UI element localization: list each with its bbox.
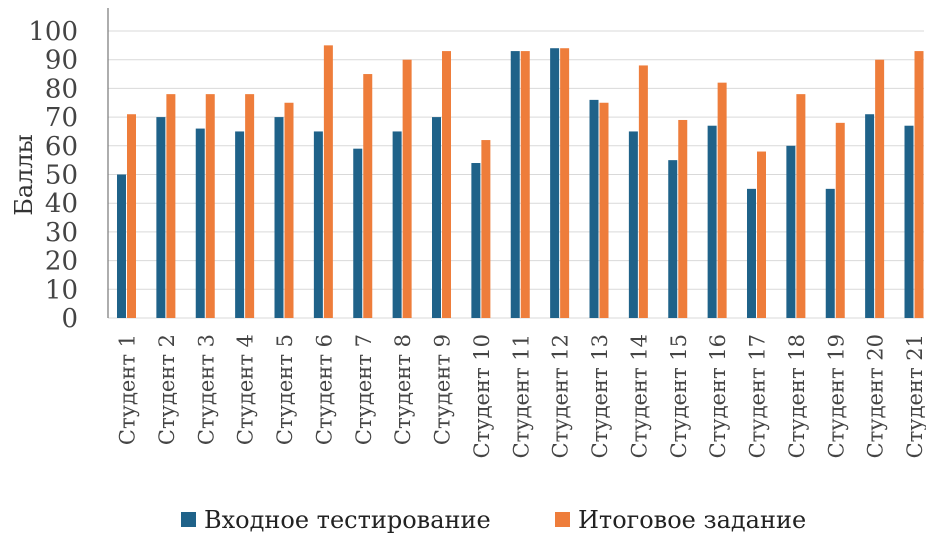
- x-tick-label: Студент 21: [903, 334, 926, 458]
- bar-input-test: [668, 160, 678, 318]
- bar-final-task: [914, 51, 924, 319]
- x-tick-label: Студент 5: [273, 334, 297, 445]
- x-axis-ticks: Студент 1 Студент 2 Студент 3 Студент 4 Студ…: [116, 334, 926, 458]
- bar-input-test: [747, 188, 756, 318]
- y-tick-label: 80: [45, 74, 78, 104]
- x-tick-label: Студент 12: [549, 334, 573, 458]
- bar-final-task: [757, 151, 766, 318]
- bar-final-task: [599, 102, 609, 318]
- bar-final-task: [245, 94, 255, 318]
- legend-swatch-final-task: [555, 512, 570, 527]
- bar-final-task: [875, 59, 885, 318]
- bar-final-task: [442, 51, 451, 319]
- bar-final-task: [717, 82, 727, 318]
- bar-input-test: [471, 163, 481, 318]
- bar-final-task: [796, 94, 806, 318]
- x-tick-label: Студент 16: [706, 334, 730, 458]
- y-tick-label: 40: [45, 189, 78, 219]
- x-tick-label: Студент 3: [194, 334, 218, 445]
- x-tick-label: Студент 4: [234, 334, 258, 445]
- x-tick-label: Студент 13: [588, 334, 612, 458]
- bar-final-task: [363, 74, 373, 318]
- x-tick-label: Студент 14: [627, 334, 651, 458]
- x-tick-label: Студент 7: [352, 334, 376, 445]
- bar-input-test: [589, 99, 599, 318]
- bar-final-task: [127, 114, 136, 318]
- y-tick-label: 100: [28, 17, 78, 47]
- x-tick-label: Студент 15: [667, 334, 691, 458]
- x-tick-label: Студент 6: [312, 334, 336, 445]
- y-tick-label: 20: [45, 247, 78, 277]
- bar-input-test: [628, 131, 638, 318]
- bar-final-task: [638, 65, 648, 318]
- bar-input-test: [825, 188, 835, 318]
- bar-input-test: [313, 131, 323, 318]
- bar-final-task: [560, 48, 570, 318]
- bar-input-test: [432, 117, 441, 318]
- x-tick-label: Студент 11: [509, 334, 533, 458]
- x-tick-label: Студент 1: [116, 334, 140, 445]
- bar-final-task: [481, 140, 491, 318]
- legend-label-final-task: Итоговое задание: [578, 506, 806, 534]
- y-tick-label: 10: [45, 275, 78, 305]
- x-tick-label: Студент 10: [470, 334, 494, 458]
- y-axis-title: Баллы: [10, 134, 38, 216]
- bar-final-task: [205, 94, 215, 318]
- y-tick-label: 60: [45, 132, 78, 162]
- x-tick-label: Студент 17: [746, 334, 770, 458]
- x-tick-label: Студент 20: [864, 334, 888, 458]
- y-tick-label: 90: [45, 46, 78, 76]
- bar-input-test: [274, 117, 284, 318]
- y-tick-label: 0: [61, 304, 78, 334]
- legend: Входное тестирование Итоговое задание: [181, 506, 806, 534]
- bar-input-test: [904, 125, 914, 319]
- bar-input-test: [353, 148, 363, 318]
- bar-final-task: [678, 119, 688, 318]
- legend-label-input-test: Входное тестирование: [204, 506, 491, 534]
- bar-final-task: [835, 122, 845, 318]
- bar-final-task: [323, 45, 333, 318]
- legend-swatch-input-test: [181, 512, 196, 527]
- bar-input-test: [235, 131, 245, 318]
- bar-input-test: [550, 48, 560, 318]
- bar-input-test: [707, 125, 717, 319]
- bar-input-test: [195, 128, 205, 318]
- bars: [117, 45, 924, 319]
- bar-final-task: [166, 94, 176, 318]
- bar-input-test: [510, 51, 520, 319]
- x-tick-label: Студент 19: [824, 334, 848, 458]
- bar-input-test: [156, 117, 166, 318]
- y-tick-label: 50: [45, 161, 78, 191]
- bar-final-task: [520, 51, 530, 319]
- bar-input-test: [865, 114, 875, 318]
- x-tick-label: Студент 18: [785, 334, 809, 458]
- x-tick-label: Студент 9: [431, 334, 455, 445]
- y-tick-label: 30: [45, 218, 78, 248]
- bar-final-task: [284, 102, 294, 318]
- y-tick-label: 70: [45, 103, 78, 133]
- x-tick-label: Студент 8: [391, 334, 415, 445]
- bar-input-test: [786, 145, 796, 318]
- bar-final-task: [402, 59, 412, 318]
- bar-input-test: [392, 131, 402, 318]
- x-tick-label: Студент 2: [155, 334, 179, 445]
- bar-input-test: [117, 174, 126, 318]
